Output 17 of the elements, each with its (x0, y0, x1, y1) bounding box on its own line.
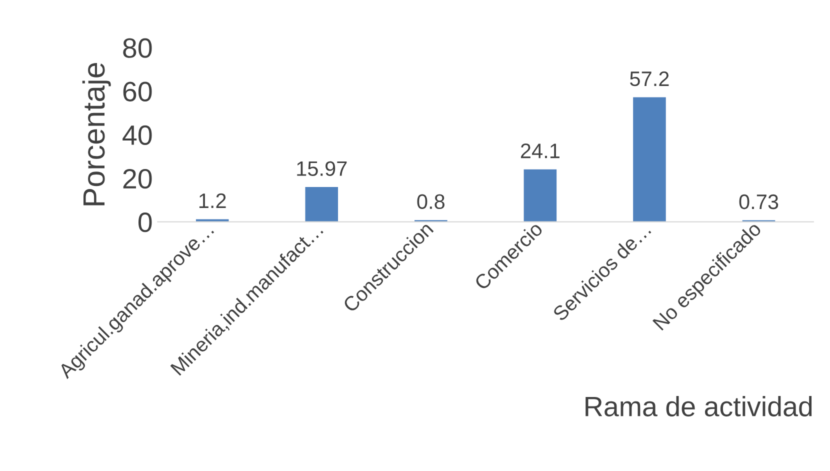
bar (524, 169, 557, 222)
bar (305, 187, 338, 222)
data-label: 1.2 (199, 193, 226, 208)
data-label: 15.97 (297, 161, 347, 176)
data-label: 24.1 (520, 144, 560, 158)
y-tick-label: 40 (122, 125, 152, 146)
y-tick-label: 80 (123, 38, 152, 58)
bar (196, 219, 229, 222)
bar (633, 97, 666, 222)
data-label: 0.8 (417, 194, 444, 210)
y-tick-label: 20 (123, 168, 152, 189)
x-axis-title: Rama de actividad (586, 396, 812, 416)
y-axis-title: Porcentaje (82, 63, 111, 206)
y-tick-label: 60 (123, 82, 152, 102)
data-label: 57.2 (630, 71, 669, 86)
y-tick-label: 0 (138, 212, 152, 232)
data-label: 0.73 (739, 194, 778, 210)
